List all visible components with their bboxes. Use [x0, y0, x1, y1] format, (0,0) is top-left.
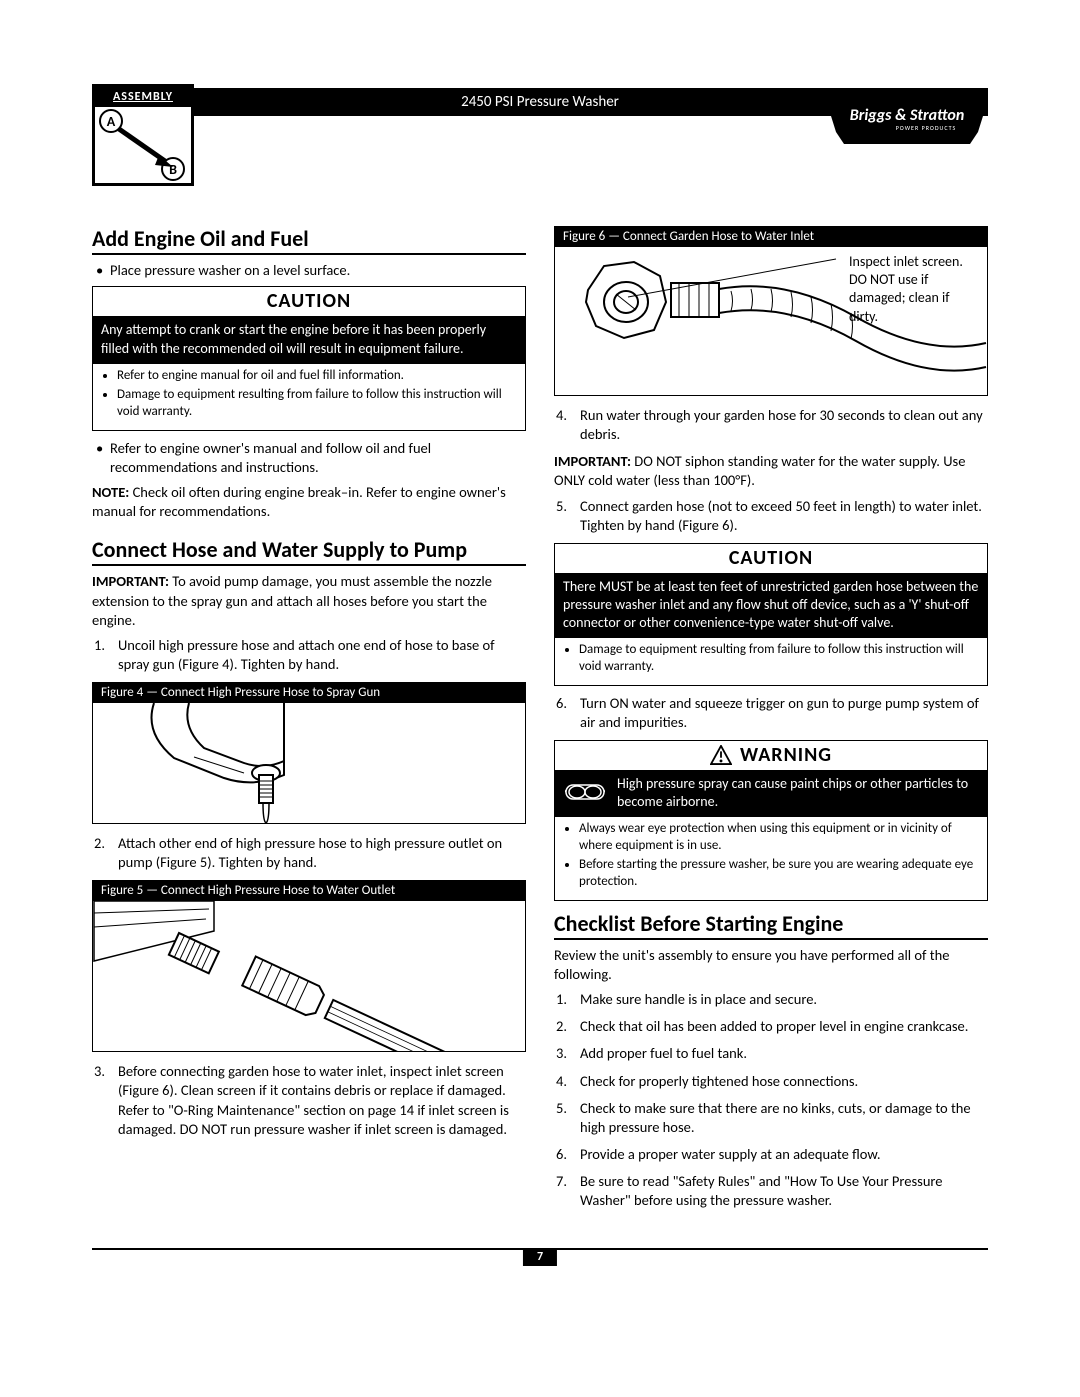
- step-text: Uncoil high pressure hose and attach one…: [118, 636, 495, 673]
- step-text: Connect garden hose (not to exceed 50 fe…: [580, 497, 982, 534]
- figure-6-caption: Inspect inlet screen. DO NOT use if dama…: [849, 253, 979, 326]
- caution-list: Damage to equipment resulting from failu…: [555, 638, 987, 684]
- figure-5-body: [93, 901, 525, 1051]
- figure-5-illustration: [93, 901, 525, 1051]
- step-text: Turn ON water and squeeze trigger on gun…: [580, 694, 979, 731]
- left-column: Add Engine Oil and Fuel Place pressure w…: [92, 226, 526, 1218]
- check-6: 6.Provide a proper water supply at an ad…: [554, 1145, 988, 1164]
- assembly-a-label: A: [107, 113, 116, 130]
- step-6: 6.Turn ON water and squeeze trigger on g…: [554, 694, 988, 732]
- caution-body: Any attempt to crank or start the engine…: [93, 317, 525, 363]
- caution-body: There MUST be at least ten feet of unres…: [555, 574, 987, 639]
- step-5: 5.Connect garden hose (not to exceed 50 …: [554, 497, 988, 535]
- brand-top: Briggs & Stratton: [850, 106, 965, 125]
- step-text: Be sure to read "Safety Rules" and "How …: [580, 1172, 943, 1209]
- list-item: Before starting the pressure washer, be …: [579, 857, 979, 890]
- caution-list: Refer to engine manual for oil and fuel …: [93, 364, 525, 430]
- step-text: Run water through your garden hose for 3…: [580, 406, 983, 443]
- step-text: Attach other end of high pressure hose t…: [118, 834, 502, 871]
- caution-box-2: CAUTION There MUST be at least ten feet …: [554, 543, 988, 686]
- figure-4-head: Figure 4 — Connect High Pressure Hose to…: [93, 683, 525, 703]
- step-1: 1.Uncoil high pressure hose and attach o…: [92, 636, 526, 674]
- heading-connect-hose: Connect Hose and Water Supply to Pump: [92, 537, 526, 566]
- right-steps-4: 4.Run water through your garden hose for…: [554, 406, 988, 444]
- heading-checklist: Checklist Before Starting Engine: [554, 911, 988, 940]
- right-steps-5: 5.Connect garden hose (not to exceed 50 …: [554, 497, 988, 535]
- caution-head: CAUTION: [93, 287, 525, 317]
- check-7: 7.Be sure to read "Safety Rules" and "Ho…: [554, 1172, 988, 1210]
- hose-important: IMPORTANT: To avoid pump damage, you mus…: [92, 572, 526, 629]
- goggles-icon: [563, 775, 607, 807]
- right-steps-6: 6.Turn ON water and squeeze trigger on g…: [554, 694, 988, 732]
- step-text: Before connecting garden hose to water i…: [118, 1062, 509, 1137]
- checklist-intro: Review the unit's assembly to ensure you…: [554, 946, 988, 984]
- check-1: 1.Make sure handle is in place and secur…: [554, 990, 988, 1009]
- warning-triangle-icon: [710, 745, 732, 765]
- right-important: IMPORTANT: DO NOT siphon standing water …: [554, 452, 988, 490]
- list-item: Damage to equipment resulting from failu…: [117, 387, 517, 420]
- list-item: Place pressure washer on a level surface…: [92, 261, 526, 280]
- hose-steps: 1.Uncoil high pressure hose and attach o…: [92, 636, 526, 674]
- step-2: 2.Attach other end of high pressure hose…: [92, 834, 526, 872]
- step-text: Provide a proper water supply at an adeq…: [580, 1145, 881, 1163]
- brand-logo: Briggs & Stratton POWER PRODUCTS: [826, 82, 988, 152]
- step-4: 4.Run water through your garden hose for…: [554, 406, 988, 444]
- figure-6-head: Figure 6 — Connect Garden Hose to Water …: [555, 227, 987, 247]
- assembly-diagram-icon: A B: [95, 107, 191, 183]
- figure-5-head: Figure 5 — Connect High Pressure Hose to…: [93, 881, 525, 901]
- note-text: Check oil often during engine break–in. …: [92, 483, 506, 520]
- check-5: 5.Check to make sure that there are no k…: [554, 1099, 988, 1137]
- header-title: 2450 PSI Pressure Washer: [461, 93, 619, 111]
- oil-bullet-1: Place pressure washer on a level surface…: [92, 261, 526, 280]
- hose-steps-3: 3.Before connecting garden hose to water…: [92, 1062, 526, 1139]
- check-2: 2.Check that oil has been added to prope…: [554, 1017, 988, 1036]
- step-text: Add proper fuel to fuel tank.: [580, 1044, 747, 1062]
- warning-body-text: High pressure spray can cause paint chip…: [617, 775, 979, 811]
- figure-6: Figure 6 — Connect Garden Hose to Water …: [554, 226, 988, 396]
- footer-rule: 7: [92, 1248, 988, 1272]
- list-item: Damage to equipment resulting from failu…: [579, 642, 979, 675]
- figure-6-body: Inspect inlet screen. DO NOT use if dama…: [555, 247, 987, 395]
- manual-page: ASSEMBLY A B 2450 PSI Pressure Washer Br…: [0, 0, 1080, 1312]
- checklist-steps: 1.Make sure handle is in place and secur…: [554, 990, 988, 1210]
- figure-4-illustration: [93, 703, 525, 823]
- hose-steps-2: 2.Attach other end of high pressure hose…: [92, 834, 526, 872]
- list-item: Always wear eye protection when using th…: [579, 821, 979, 854]
- caution-head: CAUTION: [555, 544, 987, 574]
- content-columns: Add Engine Oil and Fuel Place pressure w…: [92, 226, 988, 1218]
- warning-head: WARNING: [555, 741, 987, 771]
- step-text: Check to make sure that there are no kin…: [580, 1099, 971, 1136]
- warning-head-text: WARNING: [740, 743, 832, 767]
- assembly-badge: ASSEMBLY A B: [92, 84, 194, 186]
- page-number: 7: [523, 1248, 557, 1266]
- header-bar: ASSEMBLY A B 2450 PSI Pressure Washer Br…: [92, 88, 988, 116]
- warning-box: WARNING High pressure spray can cause pa…: [554, 740, 988, 901]
- check-4: 4.Check for properly tightened hose conn…: [554, 1072, 988, 1091]
- figure-4-body: [93, 703, 525, 823]
- important-label: IMPORTANT:: [554, 452, 631, 470]
- oil-bullet-2: Refer to engine owner's manual and follo…: [92, 439, 526, 477]
- warning-list: Always wear eye protection when using th…: [555, 817, 987, 900]
- step-text: Check that oil has been added to proper …: [580, 1017, 968, 1035]
- step-3: 3.Before connecting garden hose to water…: [92, 1062, 526, 1139]
- note-label: NOTE:: [92, 483, 129, 501]
- right-column: Figure 6 — Connect Garden Hose to Water …: [554, 226, 988, 1218]
- heading-add-oil: Add Engine Oil and Fuel: [92, 226, 526, 255]
- figure-5: Figure 5 — Connect High Pressure Hose to…: [92, 880, 526, 1052]
- list-item: Refer to engine manual for oil and fuel …: [117, 368, 517, 385]
- assembly-b-label: B: [169, 161, 177, 178]
- step-text: Make sure handle is in place and secure.: [580, 990, 817, 1008]
- warning-body: High pressure spray can cause paint chip…: [555, 771, 987, 817]
- caution-box-1: CAUTION Any attempt to crank or start th…: [92, 286, 526, 430]
- list-item: Refer to engine owner's manual and follo…: [92, 439, 526, 477]
- oil-note: NOTE: Check oil often during engine brea…: [92, 483, 526, 521]
- assembly-label: ASSEMBLY: [95, 87, 191, 107]
- check-3: 3.Add proper fuel to fuel tank.: [554, 1044, 988, 1063]
- step-text: Check for properly tightened hose connec…: [580, 1072, 858, 1090]
- figure-4: Figure 4 — Connect High Pressure Hose to…: [92, 682, 526, 824]
- important-label: IMPORTANT:: [92, 572, 169, 590]
- brand-sub: POWER PRODUCTS: [896, 124, 957, 132]
